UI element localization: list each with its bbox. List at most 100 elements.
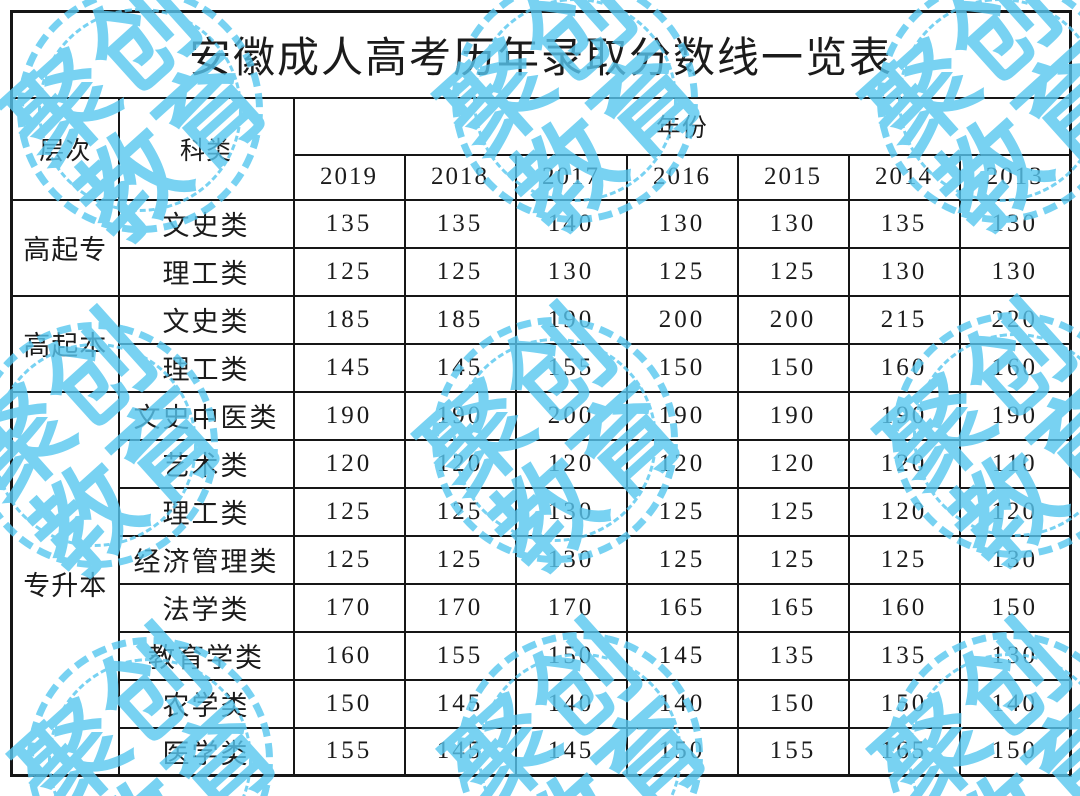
score-cell: 145 [292, 342, 406, 393]
score-cell: 125 [292, 486, 406, 537]
score-cell: 120 [514, 438, 628, 489]
year-header: 2015 [736, 153, 850, 201]
score-cell: 120 [847, 486, 961, 537]
score-cell: 200 [736, 294, 850, 345]
score-cell: 125 [736, 486, 850, 537]
category-cell: 艺术类 [117, 438, 295, 489]
category-cell: 理工类 [117, 342, 295, 393]
table-row: 专升本 文史中医类 190 190 200 190 190 190 190 [10, 390, 1072, 777]
score-cell: 185 [292, 294, 406, 345]
table-row: 医学类 155 145 145 150 155 165 150 [12, 726, 1072, 777]
score-cell: 145 [625, 630, 739, 681]
score-cell: 200 [514, 390, 628, 441]
score-cell: 125 [736, 534, 850, 585]
score-cell: 125 [292, 246, 406, 297]
score-cell: 190 [514, 294, 628, 345]
category-cell: 理工类 [117, 486, 295, 537]
header-year-group: 年份 [292, 96, 1072, 156]
score-cell: 130 [958, 198, 1072, 249]
score-cell: 120 [292, 438, 406, 489]
table-row: 理工类 145 145 155 150 150 160 160 [12, 342, 1072, 393]
score-cell: 150 [625, 726, 739, 777]
header-level: 层次 [10, 96, 120, 201]
score-cell: 145 [403, 726, 517, 777]
score-cell: 160 [958, 342, 1072, 393]
score-cell: 150 [958, 726, 1072, 777]
years-header-row: 2019 2018 2017 2016 2015 2014 2013 [12, 153, 1072, 201]
score-cell: 190 [847, 390, 961, 441]
score-cell: 150 [736, 678, 850, 729]
score-cell: 170 [403, 582, 517, 633]
score-cell: 130 [958, 630, 1072, 681]
score-cell: 150 [847, 678, 961, 729]
score-cell: 120 [847, 438, 961, 489]
table-row: 理工类 125 125 130 125 125 120 120 [12, 486, 1072, 537]
score-cell: 135 [736, 630, 850, 681]
score-cell: 120 [736, 438, 850, 489]
score-cell: 125 [292, 534, 406, 585]
category-cell: 理工类 [117, 246, 295, 297]
score-cell: 130 [847, 246, 961, 297]
table-row: 农学类 150 145 140 140 150 150 140 [12, 678, 1072, 729]
score-cell: 135 [847, 630, 961, 681]
score-cell: 150 [292, 678, 406, 729]
score-cell: 140 [514, 678, 628, 729]
level-cell: 高起本 [10, 294, 120, 393]
scores-table: 安徽成人高考历年录取分数线一览表 层次 科类 年份 2019 2018 2017 20… [10, 10, 1073, 777]
score-cell: 120 [625, 438, 739, 489]
score-cell: 130 [514, 534, 628, 585]
table-row: 艺术类 120 120 120 120 120 120 110 [12, 438, 1072, 489]
score-cell: 130 [514, 246, 628, 297]
score-cell: 165 [625, 582, 739, 633]
category-cell: 经济管理类 [117, 534, 295, 585]
title-row: 安徽成人高考历年录取分数线一览表 [10, 10, 1072, 99]
score-cell: 125 [847, 534, 961, 585]
category-cell: 法学类 [117, 582, 295, 633]
year-header: 2017 [514, 153, 628, 201]
score-cell: 160 [847, 582, 961, 633]
score-cell: 135 [847, 198, 961, 249]
score-cell: 150 [625, 342, 739, 393]
year-header: 2019 [292, 153, 406, 201]
score-cell: 125 [625, 486, 739, 537]
year-header: 2016 [625, 153, 739, 201]
table-row: 高起本 文史类 185 185 190 200 200 215 220 [10, 294, 1072, 393]
score-cell: 200 [625, 294, 739, 345]
score-cell: 150 [514, 630, 628, 681]
score-cell: 130 [625, 198, 739, 249]
score-cell: 110 [958, 438, 1072, 489]
score-cell: 155 [403, 630, 517, 681]
year-header: 2013 [958, 153, 1072, 201]
score-cell: 130 [514, 486, 628, 537]
year-header: 2014 [847, 153, 961, 201]
score-cell: 190 [625, 390, 739, 441]
year-header: 2018 [403, 153, 517, 201]
table-row: 经济管理类 125 125 130 125 125 125 130 [12, 534, 1072, 585]
score-cell: 215 [847, 294, 961, 345]
score-cell: 170 [292, 582, 406, 633]
score-cell: 140 [958, 678, 1072, 729]
score-cell: 185 [403, 294, 517, 345]
table-row: 教育学类 160 155 150 145 135 135 130 [12, 630, 1072, 681]
table-row: 法学类 170 170 170 165 165 160 150 [12, 582, 1072, 633]
category-cell: 教育学类 [117, 630, 295, 681]
category-cell: 农学类 [117, 678, 295, 729]
level-cell: 专升本 [10, 390, 120, 777]
score-cell: 165 [847, 726, 961, 777]
score-cell: 155 [292, 726, 406, 777]
score-cell: 130 [958, 246, 1072, 297]
score-cell: 140 [625, 678, 739, 729]
score-cell: 190 [736, 390, 850, 441]
score-cell: 220 [958, 294, 1072, 345]
score-cell: 145 [403, 342, 517, 393]
score-cell: 120 [403, 438, 517, 489]
level-cell: 高起专 [10, 198, 120, 297]
table-row: 理工类 125 125 130 125 125 130 130 [12, 246, 1072, 297]
score-cell: 160 [847, 342, 961, 393]
score-cell: 125 [625, 534, 739, 585]
score-cell: 140 [514, 198, 628, 249]
table-row: 高起专 文史类 135 135 140 130 130 135 130 [10, 198, 1072, 297]
category-cell: 文史类 [117, 294, 295, 345]
score-cell: 135 [292, 198, 406, 249]
